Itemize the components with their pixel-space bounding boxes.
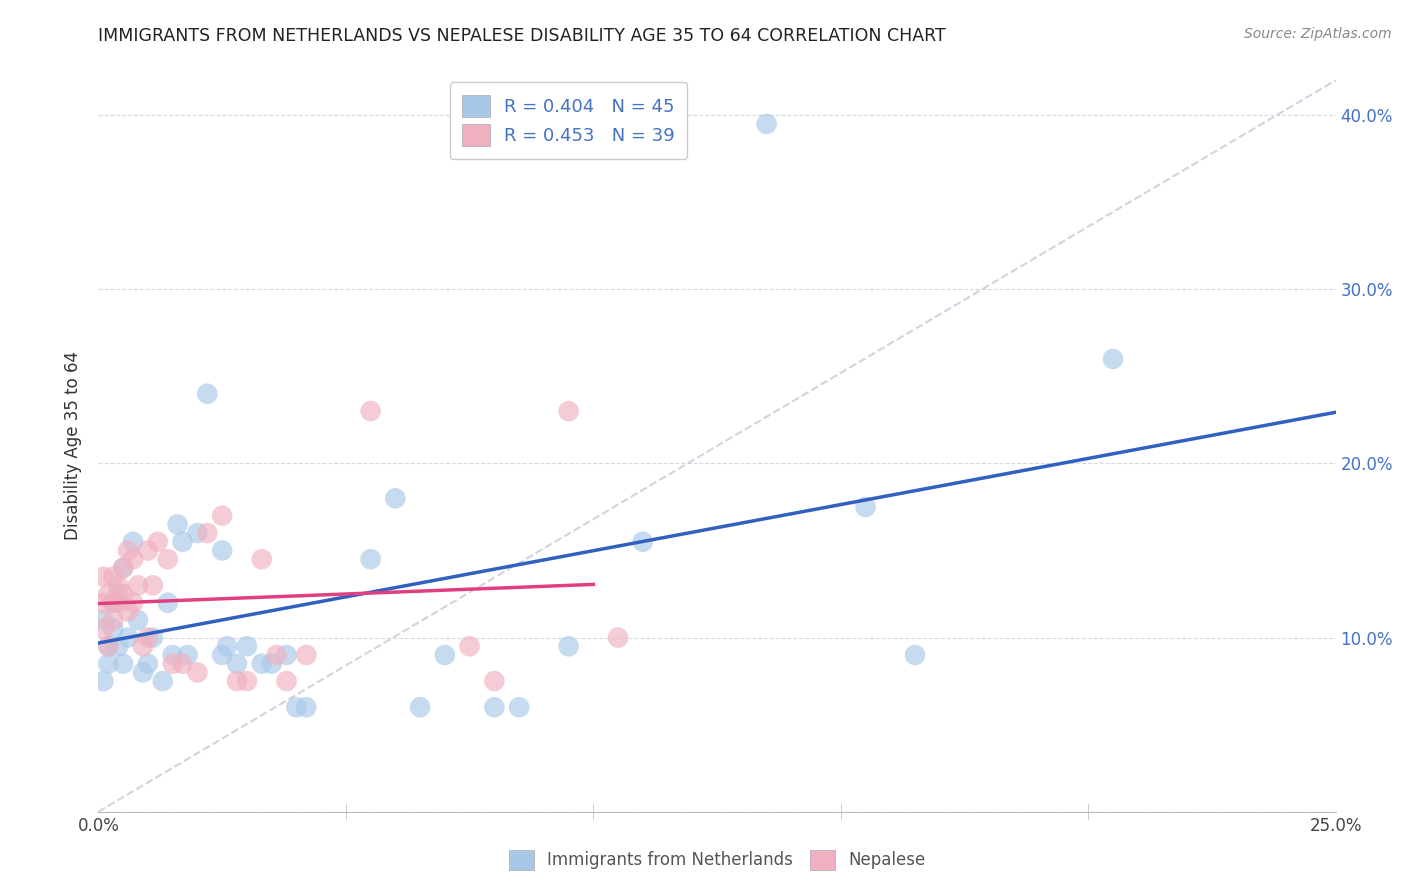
Point <box>211 648 233 662</box>
Point <box>136 657 159 671</box>
Point <box>260 657 283 671</box>
Point <box>112 587 135 601</box>
Point <box>166 517 188 532</box>
Point <box>103 569 125 583</box>
Point <box>195 526 218 541</box>
Point <box>127 578 149 592</box>
Point <box>360 552 382 566</box>
Point <box>285 700 308 714</box>
Point <box>107 578 129 592</box>
Point <box>156 596 179 610</box>
Point <box>117 631 139 645</box>
Point <box>162 657 184 671</box>
Point <box>93 674 115 689</box>
Point <box>484 674 506 689</box>
Point <box>117 543 139 558</box>
Point <box>508 700 530 714</box>
Point <box>122 534 145 549</box>
Point <box>122 552 145 566</box>
Point <box>142 578 165 592</box>
Point <box>236 640 259 654</box>
Point <box>122 596 145 610</box>
Point <box>132 665 155 680</box>
Point <box>156 552 179 566</box>
Point <box>112 561 135 575</box>
Point <box>360 404 382 418</box>
Point <box>557 640 579 654</box>
Point <box>236 674 259 689</box>
Point <box>112 657 135 671</box>
Point <box>136 543 159 558</box>
Text: Source: ZipAtlas.com: Source: ZipAtlas.com <box>1244 27 1392 41</box>
Point <box>93 569 115 583</box>
Point <box>107 596 129 610</box>
Point <box>103 622 125 636</box>
Point <box>97 640 120 654</box>
Point <box>276 648 298 662</box>
Point <box>117 604 139 618</box>
Legend: Immigrants from Netherlands, Nepalese: Immigrants from Netherlands, Nepalese <box>502 843 932 877</box>
Point <box>132 640 155 654</box>
Point <box>211 508 233 523</box>
Point <box>904 648 927 662</box>
Point <box>176 648 198 662</box>
Point <box>172 657 194 671</box>
Point <box>195 386 218 401</box>
Point <box>217 640 239 654</box>
Point <box>855 500 877 514</box>
Point <box>631 534 654 549</box>
Point <box>93 596 115 610</box>
Point <box>607 631 630 645</box>
Point <box>103 596 125 610</box>
Point <box>433 648 456 662</box>
Point <box>152 674 174 689</box>
Point <box>97 640 120 654</box>
Point <box>107 587 129 601</box>
Point <box>103 596 125 610</box>
Point <box>93 613 115 627</box>
Point <box>409 700 432 714</box>
Point <box>755 117 778 131</box>
Point <box>127 613 149 627</box>
Y-axis label: Disability Age 35 to 64: Disability Age 35 to 64 <box>65 351 83 541</box>
Point <box>276 674 298 689</box>
Point <box>250 552 273 566</box>
Point <box>266 648 288 662</box>
Point <box>186 526 208 541</box>
Point <box>557 404 579 418</box>
Point <box>186 665 208 680</box>
Point <box>226 674 249 689</box>
Point <box>226 657 249 671</box>
Point <box>295 700 318 714</box>
Point <box>97 657 120 671</box>
Point <box>112 561 135 575</box>
Point <box>458 640 481 654</box>
Point <box>172 534 194 549</box>
Point <box>1102 351 1125 366</box>
Point <box>93 622 115 636</box>
Point <box>484 700 506 714</box>
Point <box>211 543 233 558</box>
Point <box>142 631 165 645</box>
Point <box>146 534 169 549</box>
Point <box>103 613 125 627</box>
Point <box>295 648 318 662</box>
Point <box>162 648 184 662</box>
Point <box>384 491 406 506</box>
Point <box>107 640 129 654</box>
Point <box>136 631 159 645</box>
Point <box>97 587 120 601</box>
Text: IMMIGRANTS FROM NETHERLANDS VS NEPALESE DISABILITY AGE 35 TO 64 CORRELATION CHAR: IMMIGRANTS FROM NETHERLANDS VS NEPALESE … <box>98 27 946 45</box>
Point <box>250 657 273 671</box>
